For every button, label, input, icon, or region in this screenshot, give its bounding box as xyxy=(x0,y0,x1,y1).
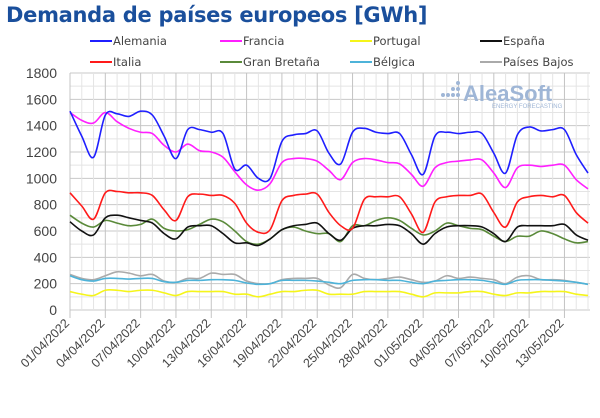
series-line-países-bajos xyxy=(69,270,589,289)
legend-label: Gran Bretaña xyxy=(243,55,320,69)
y-axis: 0 200 400 600 800 1000 1200 1400 1600 1800 xyxy=(26,65,57,318)
y-tick-label: 1800 xyxy=(26,65,57,81)
svg-text:ENERGY FORECASTING: ENERGY FORECASTING xyxy=(492,104,563,110)
y-tick-label: 800 xyxy=(34,197,58,213)
chart-title: Demanda de países europeos [GWh] xyxy=(6,3,428,27)
series-line-portugal xyxy=(69,289,589,298)
legend-label: Bélgica xyxy=(373,55,415,69)
legend-label: Italia xyxy=(113,55,141,69)
grid xyxy=(69,72,590,318)
y-tick-label: 1400 xyxy=(26,118,57,134)
legend-label: Francia xyxy=(243,34,284,48)
y-tick-label: 1000 xyxy=(26,170,57,186)
y-tick-label: 0 xyxy=(49,302,57,318)
series-line-francia xyxy=(69,111,589,191)
legend-label: Alemania xyxy=(113,34,167,48)
legend-label: Países Bajos xyxy=(503,55,574,69)
svg-text:AleaSoft: AleaSoft xyxy=(463,81,553,106)
legend: Alemania Francia Portugal España Italia Gran … xyxy=(90,34,574,69)
series-line-españa xyxy=(69,214,589,247)
series-line-alemania xyxy=(69,110,589,183)
y-tick-label: 1600 xyxy=(26,91,57,107)
legend-label: España xyxy=(503,34,545,48)
series-line-italia xyxy=(69,189,589,235)
y-tick-label: 1200 xyxy=(26,144,57,160)
y-tick-label: 400 xyxy=(34,249,58,265)
series-lines xyxy=(69,110,589,298)
aleasoft-watermark: AleaSoft ENERGY FORECASTING xyxy=(441,81,563,110)
series-line-bélgica xyxy=(69,275,589,286)
y-tick-label: 600 xyxy=(34,223,58,239)
legend-label: Portugal xyxy=(373,34,421,48)
y-tick-label: 200 xyxy=(34,276,58,292)
x-axis: 01/04/202204/04/202207/04/202210/04/2022… xyxy=(18,316,567,370)
